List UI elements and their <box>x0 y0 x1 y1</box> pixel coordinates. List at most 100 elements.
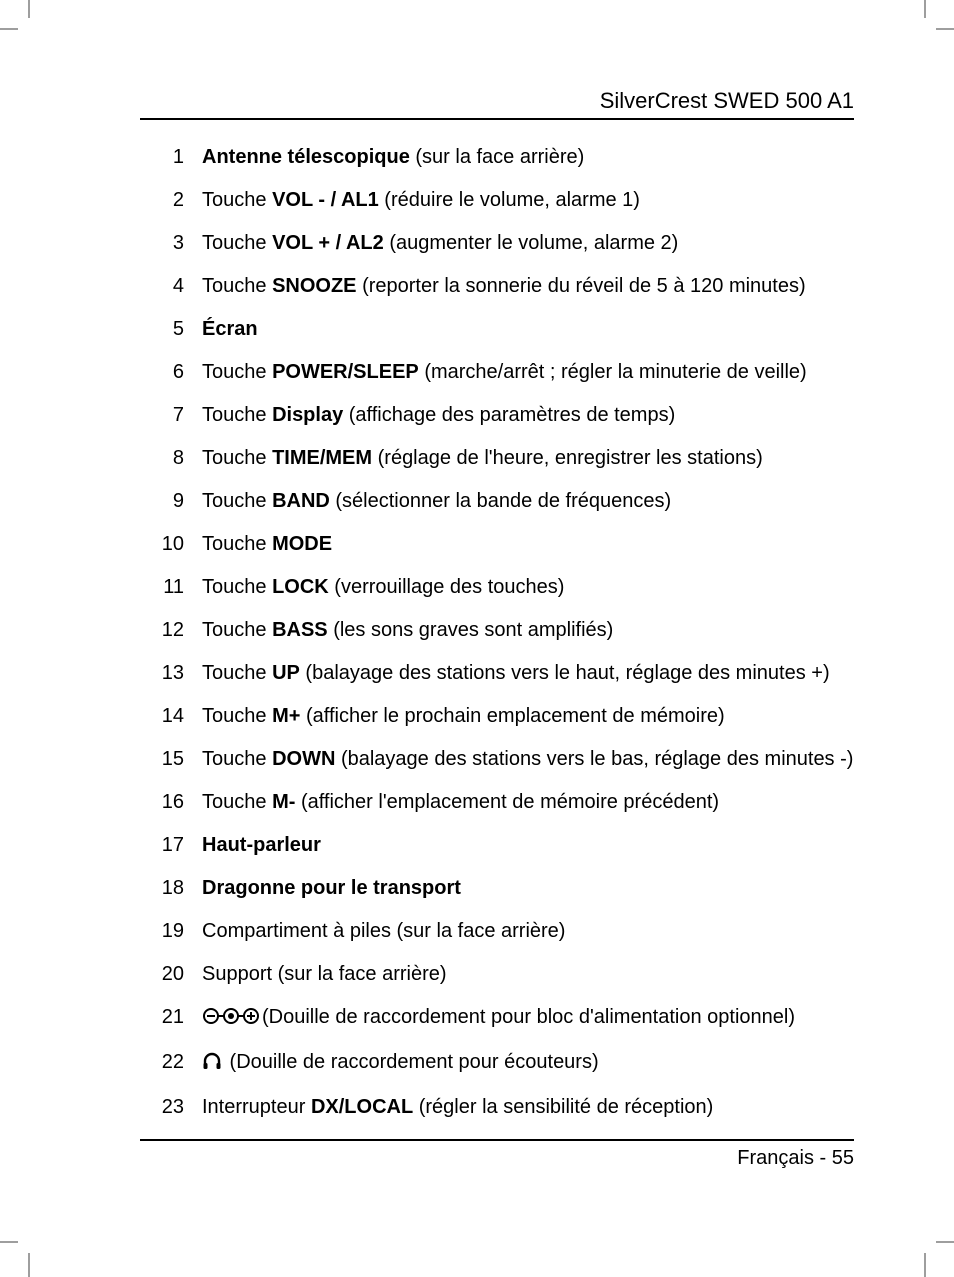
list-item-pre: Support (sur la face arrière) <box>202 963 447 985</box>
list-item: 5Écran <box>140 314 854 345</box>
list-item-post: (balayage des stations vers le bas, régl… <box>335 748 853 770</box>
list-item-text: (Douille de raccordement pour écouteurs) <box>202 1047 854 1080</box>
list-item: 9Touche BAND (sélectionner la bande de f… <box>140 486 854 517</box>
header-rule <box>140 118 854 120</box>
list-item-pre: Touche <box>202 490 272 512</box>
list-item-pre: Touche <box>202 576 272 598</box>
list-item-text: Touche BASS (les sons graves sont amplif… <box>202 615 854 646</box>
footer-rule <box>140 1139 854 1141</box>
list-item: 8Touche TIME/MEM (réglage de l'heure, en… <box>140 443 854 474</box>
list-item: 17Haut-parleur <box>140 830 854 861</box>
list-item-text: Antenne télescopique (sur la face arrièr… <box>202 142 854 173</box>
list-item: 11Touche LOCK (verrouillage des touches) <box>140 572 854 603</box>
list-item-post: (marche/arrêt ; régler la minuterie de v… <box>419 361 807 383</box>
list-item-post: (augmenter le volume, alarme 2) <box>384 232 679 254</box>
cropmark-bottom-right <box>924 1241 948 1265</box>
list-item-text: Interrupteur DX/LOCAL (régler la sensibi… <box>202 1092 854 1123</box>
list-item-text: Touche SNOOZE (reporter la sonnerie du r… <box>202 271 854 302</box>
list-item-text: Touche BAND (sélectionner la bande de fr… <box>202 486 854 517</box>
list-item-number: 23 <box>140 1092 202 1123</box>
list-item-bold: Display <box>272 404 343 426</box>
list-item-bold: TIME/MEM <box>272 447 372 469</box>
list-item-pre: Touche <box>202 275 272 297</box>
list-item-text: Compartiment à piles (sur la face arrièr… <box>202 916 854 947</box>
list-item: 4Touche SNOOZE (reporter la sonnerie du … <box>140 271 854 302</box>
list-item: 13Touche UP (balayage des stations vers … <box>140 658 854 689</box>
list-item-pre: Compartiment à piles (sur la face arrièr… <box>202 920 565 942</box>
list-item-post: (reporter la sonnerie du réveil de 5 à 1… <box>357 275 806 297</box>
list-item-number: 2 <box>140 185 202 216</box>
list-item-pre: Touche <box>202 619 272 641</box>
list-item-number: 16 <box>140 787 202 818</box>
list-item-bold: Haut-parleur <box>202 834 321 856</box>
list-item: 6Touche POWER/SLEEP (marche/arrêt ; régl… <box>140 357 854 388</box>
list-item-post: (affichage des paramètres de temps) <box>343 404 675 426</box>
list-item: 21(Douille de raccordement pour bloc d'a… <box>140 1002 854 1035</box>
list-item: 15Touche DOWN (balayage des stations ver… <box>140 744 854 775</box>
list-item-bold: VOL + / AL2 <box>272 232 384 254</box>
list-item-number: 9 <box>140 486 202 517</box>
list-item-post: (régler la sensibilité de réception) <box>413 1096 713 1118</box>
list-item-post: (Douille de raccordement pour écouteurs) <box>224 1051 599 1073</box>
list-item-bold: Écran <box>202 318 258 340</box>
list-item-bold: MODE <box>272 533 332 555</box>
list-item-number: 8 <box>140 443 202 474</box>
list-item-bold: Antenne télescopique <box>202 146 410 168</box>
list-item-post: (Douille de raccordement pour bloc d'ali… <box>262 1006 795 1028</box>
list-item: 16Touche M- (afficher l'emplacement de m… <box>140 787 854 818</box>
numbered-list: 1Antenne télescopique (sur la face arriè… <box>140 142 854 1123</box>
list-item-text: Touche MODE <box>202 529 854 560</box>
list-item-text: Haut-parleur <box>202 830 854 861</box>
list-item-number: 20 <box>140 959 202 990</box>
list-item-number: 6 <box>140 357 202 388</box>
list-item-bold: M- <box>272 791 295 813</box>
list-item: 10Touche MODE <box>140 529 854 560</box>
list-item: 12Touche BASS (les sons graves sont ampl… <box>140 615 854 646</box>
list-item-number: 1 <box>140 142 202 173</box>
list-item-pre: Touche <box>202 662 272 684</box>
list-item-pre: Touche <box>202 447 272 469</box>
cropmark-bottom-left <box>6 1241 30 1265</box>
list-item-number: 11 <box>140 572 202 603</box>
list-item-number: 13 <box>140 658 202 689</box>
list-item-text: Support (sur la face arrière) <box>202 959 854 990</box>
list-item-pre: Touche <box>202 705 272 727</box>
list-item-bold: DOWN <box>272 748 335 770</box>
list-item: 18Dragonne pour le transport <box>140 873 854 904</box>
list-item-bold: LOCK <box>272 576 329 598</box>
list-item-text: Touche VOL + / AL2 (augmenter le volume,… <box>202 228 854 259</box>
list-item-number: 22 <box>140 1047 202 1078</box>
dc-polarity-icon <box>202 1004 260 1035</box>
list-item-pre: Touche <box>202 533 272 555</box>
list-item-pre: Touche <box>202 404 272 426</box>
list-item-post: (les sons graves sont amplifiés) <box>328 619 614 641</box>
cropmark-top-right <box>924 6 948 30</box>
list-item-text: Touche M- (afficher l'emplacement de mém… <box>202 787 854 818</box>
list-item: 19Compartiment à piles (sur la face arri… <box>140 916 854 947</box>
list-item-text: Touche UP (balayage des stations vers le… <box>202 658 854 689</box>
list-item-bold: Dragonne pour le transport <box>202 877 461 899</box>
list-item-number: 15 <box>140 744 202 775</box>
list-item-number: 4 <box>140 271 202 302</box>
list-item-pre: Touche <box>202 748 272 770</box>
list-item-text: Dragonne pour le transport <box>202 873 854 904</box>
list-item-number: 12 <box>140 615 202 646</box>
list-item-number: 14 <box>140 701 202 732</box>
list-item-text: Touche DOWN (balayage des stations vers … <box>202 744 854 775</box>
cropmark-top-left <box>6 6 30 30</box>
list-item-number: 19 <box>140 916 202 947</box>
list-item-number: 10 <box>140 529 202 560</box>
list-item-text: Touche VOL - / AL1 (réduire le volume, a… <box>202 185 854 216</box>
list-item-bold: DX/LOCAL <box>311 1096 413 1118</box>
list-item-pre: Touche <box>202 791 272 813</box>
list-item-pre: Touche <box>202 232 272 254</box>
list-item: 1Antenne télescopique (sur la face arriè… <box>140 142 854 173</box>
list-item-post: (sélectionner la bande de fréquences) <box>330 490 671 512</box>
list-item: 23Interrupteur DX/LOCAL (régler la sensi… <box>140 1092 854 1123</box>
list-item: 3Touche VOL + / AL2 (augmenter le volume… <box>140 228 854 259</box>
page-footer-text: Français - 55 <box>140 1147 854 1170</box>
list-item-pre: Touche <box>202 189 272 211</box>
list-item-post: (réduire le volume, alarme 1) <box>379 189 640 211</box>
list-item-pre: Touche <box>202 361 272 383</box>
page-header-title: SilverCrest SWED 500 A1 <box>140 88 854 114</box>
